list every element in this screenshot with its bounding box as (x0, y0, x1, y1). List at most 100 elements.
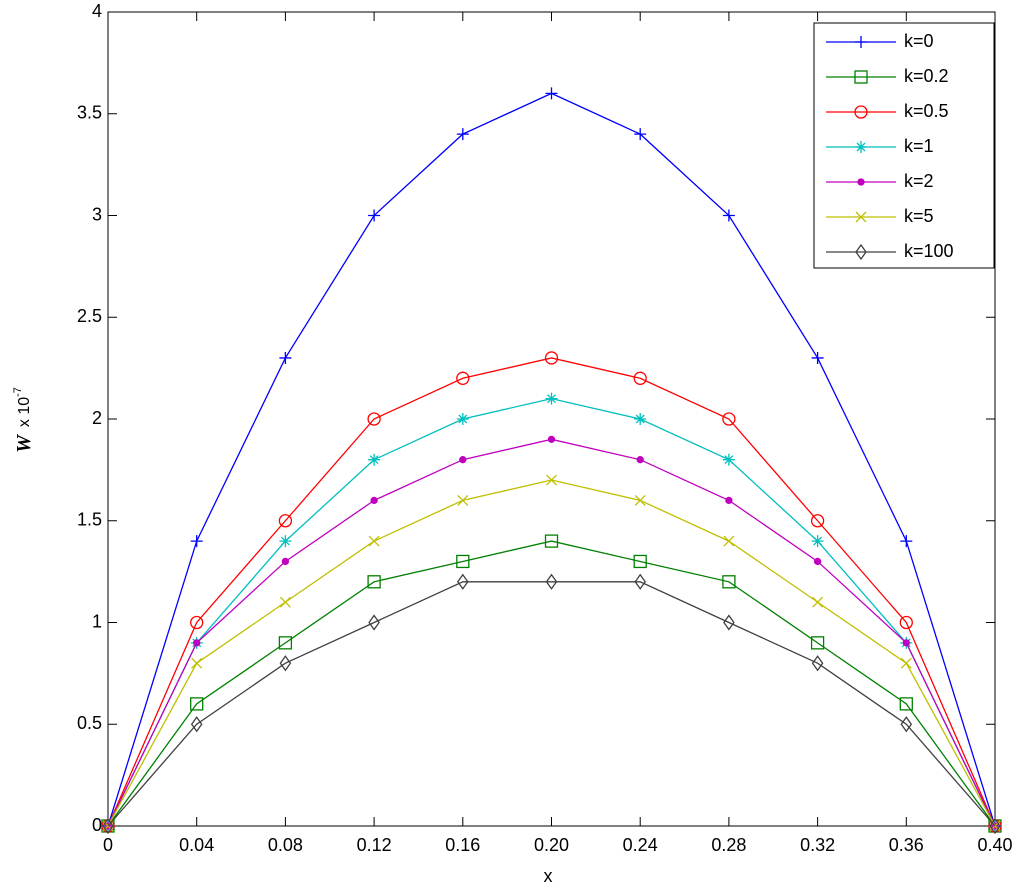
marker (278, 514, 293, 528)
legend-marker (857, 178, 865, 186)
y-tick-label: 0 (92, 815, 102, 835)
marker (722, 209, 735, 222)
series-line (107, 540, 996, 827)
legend-label: k=0.5 (904, 101, 949, 121)
marker (545, 87, 558, 100)
x-tick-label: 0.12 (357, 835, 392, 855)
x-tick-label: 0.16 (445, 835, 480, 855)
marker (367, 412, 381, 426)
marker (546, 474, 557, 486)
y-axis-exponent: -7 (12, 387, 24, 397)
marker (190, 535, 203, 548)
y-axis-unit: x 10 (16, 397, 33, 427)
marker (545, 573, 558, 590)
x-tick-label: 0.36 (889, 835, 924, 855)
legend-label: k=5 (904, 206, 934, 226)
marker (368, 209, 381, 222)
y-tick-label: 1 (92, 611, 102, 631)
marker (457, 494, 469, 506)
marker (279, 351, 292, 364)
x-tick-label: 0.04 (179, 835, 214, 855)
marker (457, 573, 469, 590)
marker (544, 351, 559, 365)
x-tick-label: 0.20 (534, 835, 569, 855)
marker (810, 636, 825, 650)
marker (456, 128, 469, 141)
marker (367, 575, 381, 589)
marker (722, 575, 736, 589)
marker (456, 371, 470, 385)
marker (989, 817, 1001, 835)
marker (811, 351, 824, 364)
marker (900, 535, 913, 548)
marker (634, 128, 647, 141)
marker (459, 456, 467, 464)
marker (279, 655, 292, 672)
y-axis-label: Wx 10-7 (12, 387, 35, 453)
y-tick-label: 1.5 (77, 510, 102, 530)
legend-label: k=100 (904, 241, 954, 261)
y-tick-label: 0.5 (77, 713, 102, 733)
x-tick-label: 0.40 (977, 835, 1012, 855)
marker (456, 413, 469, 425)
marker (368, 535, 380, 547)
marker (812, 596, 824, 608)
y-tick-label: 2.5 (77, 306, 102, 326)
marker (190, 697, 204, 711)
marker (190, 716, 203, 733)
marker (902, 639, 910, 647)
series-line (107, 357, 996, 827)
marker (102, 817, 114, 835)
legend-marker (854, 105, 868, 119)
x-tick-label: 0.28 (711, 835, 746, 855)
marker (900, 657, 912, 669)
marker (368, 614, 380, 631)
legend-marker (854, 70, 868, 84)
y-tick-label: 2 (92, 408, 102, 428)
marker (191, 657, 203, 669)
marker (368, 453, 381, 466)
marker (634, 494, 646, 506)
marker (811, 535, 824, 548)
x-tick-label: 0 (103, 835, 113, 855)
marker (899, 615, 913, 630)
y-tick-label: 3 (92, 204, 102, 224)
marker (722, 412, 736, 426)
y-axis-symbol: W (13, 434, 35, 453)
marker (725, 496, 733, 505)
marker (279, 535, 292, 548)
series-line (107, 581, 996, 827)
marker (634, 573, 646, 590)
marker (723, 614, 735, 631)
marker (722, 453, 735, 466)
marker (370, 496, 378, 505)
marker (456, 554, 470, 569)
marker (810, 514, 825, 528)
legend-marker (855, 141, 867, 153)
legend-label: k=2 (904, 171, 934, 191)
marker (634, 413, 647, 425)
marker (633, 554, 647, 569)
marker (811, 655, 824, 672)
marker (633, 371, 647, 385)
marker (723, 535, 735, 547)
legend-marker (855, 243, 867, 261)
legend-label: k=1 (904, 136, 934, 156)
x-tick-label: 0.24 (623, 835, 658, 855)
marker (190, 615, 204, 630)
marker (193, 639, 201, 647)
marker (900, 716, 913, 733)
legend-label: k=0 (904, 31, 934, 51)
marker (545, 392, 558, 405)
marker (636, 456, 644, 464)
legend: k=0 k=0.2 k=0.5 k=1 k=2 k=5 k=100 (813, 22, 995, 269)
marker (278, 636, 293, 650)
y-tick-label: 3.5 (77, 103, 102, 123)
x-axis-label: x (544, 866, 553, 886)
legend-label: k=0.2 (904, 66, 949, 86)
legend-marker (855, 211, 867, 223)
marker (813, 557, 822, 566)
legend-marker (855, 36, 867, 48)
x-tick-label: 0.32 (800, 835, 835, 855)
